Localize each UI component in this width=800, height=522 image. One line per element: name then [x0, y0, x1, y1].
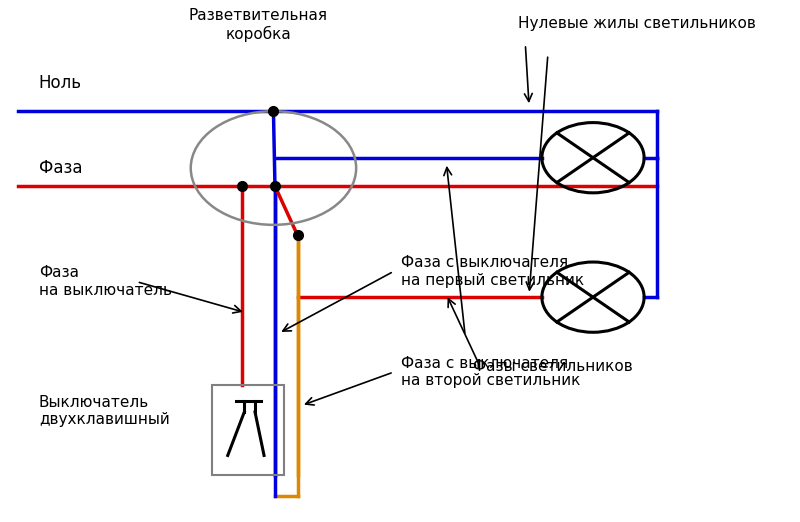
Text: Разветвительная
коробка: Разветвительная коробка: [189, 8, 328, 42]
Text: Фазы светильников: Фазы светильников: [473, 359, 633, 374]
Text: Фаза
на выключатель: Фаза на выключатель: [39, 266, 172, 298]
Text: Фаза с выключателя
на второй светильник: Фаза с выключателя на второй светильник: [402, 356, 581, 388]
Text: Нулевые жилы светильников: Нулевые жилы светильников: [518, 16, 756, 31]
Text: Фаза с выключателя
на первый светильник: Фаза с выключателя на первый светильник: [402, 255, 584, 288]
Text: Выключатель
двухклавишный: Выключатель двухклавишный: [39, 395, 170, 427]
Text: Ноль: Ноль: [39, 74, 82, 92]
Text: Фаза: Фаза: [39, 159, 82, 177]
Bar: [212, 385, 284, 476]
